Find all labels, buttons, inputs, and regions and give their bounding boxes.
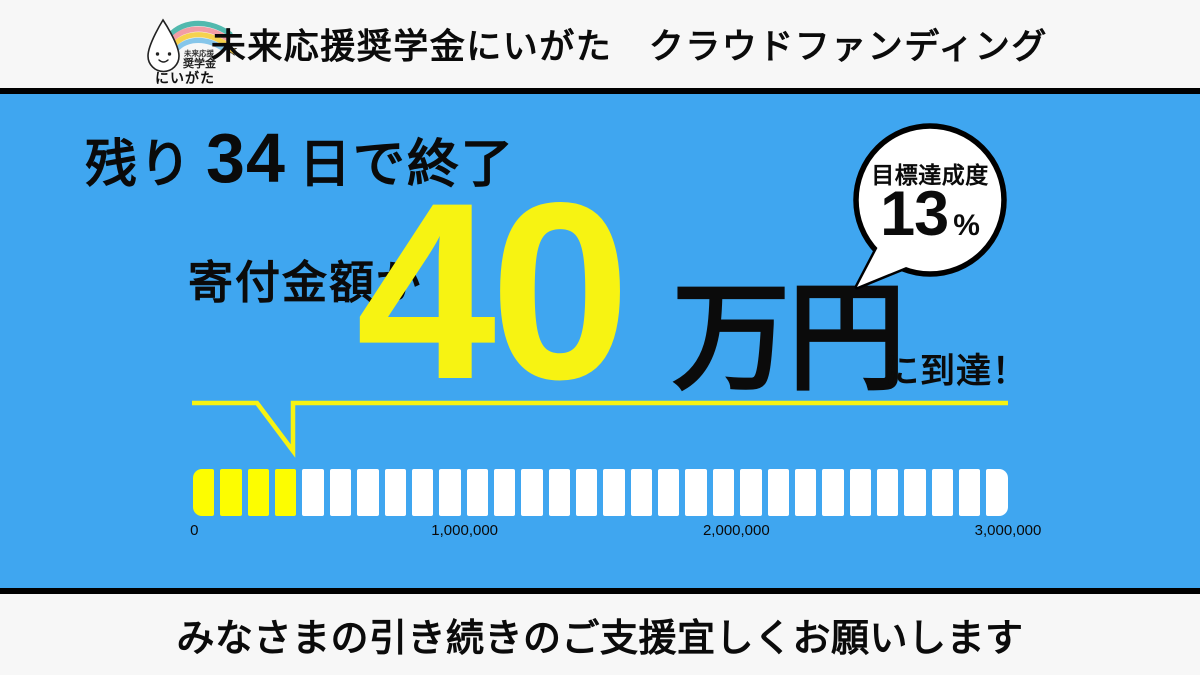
- bar-segment-empty: [576, 469, 598, 516]
- bar-segment-empty: [876, 469, 899, 516]
- bar-segment-empty: [794, 469, 817, 516]
- footer-message: みなさまの引き続きのご支援宜しくお願いします: [176, 618, 1024, 660]
- bar-segment-empty: [329, 469, 352, 516]
- org-logo-graphic: ★ 未来応援 奨学金 にいがた: [147, 18, 238, 86]
- bar-segment-filled: [247, 469, 270, 516]
- header-band: ★ 未来応援 奨学金 にいがた 未来応援奨学金にいがた クラウドファンディング: [0, 0, 1200, 88]
- logo-name: にいがた: [155, 70, 215, 86]
- days-remaining-prefix: 残り: [85, 136, 194, 194]
- bar-segment-empty: [384, 469, 406, 516]
- progress-axis: 0 1,000,000 2,000,000 3,000,000: [190, 522, 1041, 542]
- bar-segment-empty: [466, 469, 488, 516]
- logo-badge-line2: 奨学金: [182, 56, 217, 70]
- footer-band: みなさまの引き続きのご支援宜しくお願いします: [0, 594, 1200, 675]
- days-remaining: 残り 34 日で終了: [85, 118, 515, 198]
- bar-segment-empty: [603, 469, 625, 516]
- days-remaining-suffix: 日で終了: [298, 136, 515, 194]
- achievement-badge-value: 13 %: [845, 183, 1015, 246]
- axis-tick-label: 3,000,000: [974, 522, 1042, 539]
- achievement-percent-number: 13: [880, 179, 949, 249]
- bar-segment-empty: [658, 469, 680, 516]
- bar-segment-empty: [767, 469, 789, 516]
- bar-segment-empty: [411, 469, 434, 516]
- donation-reached-label: に到達！: [884, 352, 1029, 391]
- bar-segment-empty: [849, 469, 871, 516]
- callout-pointer-line: [192, 400, 1008, 458]
- bar-segment-empty: [521, 469, 543, 516]
- bar-segment-empty: [439, 469, 461, 516]
- org-logo: ★ 未来応援 奨学金 にいがた: [142, 6, 248, 86]
- bar-segment-empty: [548, 469, 571, 516]
- axis-tick-label: 0: [190, 522, 199, 539]
- bar-segment-empty: [493, 469, 516, 516]
- donation-amount-value: 40: [356, 151, 630, 432]
- campaign-hero: 残り 34 日で終了 寄付金額が 40 万円 に到達！ 目標達成度 13 %: [0, 88, 1200, 594]
- speech-bubble-icon: [853, 123, 1007, 290]
- days-remaining-count: 34: [206, 119, 286, 197]
- bar-segment-filled: [220, 469, 242, 516]
- bar-segment-filled: [275, 469, 297, 516]
- axis-tick-label: 1,000,000: [431, 522, 499, 539]
- bar-segment-filled: [193, 469, 215, 516]
- axis-tick-label: 2,000,000: [702, 522, 770, 539]
- progress-bar: [193, 469, 1008, 516]
- bar-segment-empty: [357, 469, 379, 516]
- page-title: 未来応援奨学金にいがた クラウドファンディング: [210, 27, 1048, 67]
- bar-segment-empty: [959, 469, 981, 516]
- bar-segment-empty: [712, 469, 735, 516]
- water-drop-mascot-icon: [147, 18, 180, 73]
- star-icon: ★: [224, 42, 237, 59]
- bar-segment-empty: [740, 469, 762, 516]
- bar-segment-empty: [931, 469, 954, 516]
- achievement-percent-sign: %: [953, 209, 980, 242]
- bar-segment-empty: [302, 469, 324, 516]
- achievement-badge-label: 目標達成度: [871, 162, 989, 188]
- donation-amount-unit: 万円: [672, 273, 906, 405]
- bar-segment-empty: [904, 469, 926, 516]
- bar-segment-empty: [986, 469, 1008, 516]
- bar-segment-empty: [685, 469, 707, 516]
- logo-badge-line1: 未来応援: [184, 48, 214, 58]
- achievement-badge: 目標達成度 13 %: [845, 119, 1015, 297]
- donation-amount-label: 寄付金額が: [188, 257, 424, 308]
- bar-segment-empty: [822, 469, 844, 516]
- bar-segment-empty: [630, 469, 653, 516]
